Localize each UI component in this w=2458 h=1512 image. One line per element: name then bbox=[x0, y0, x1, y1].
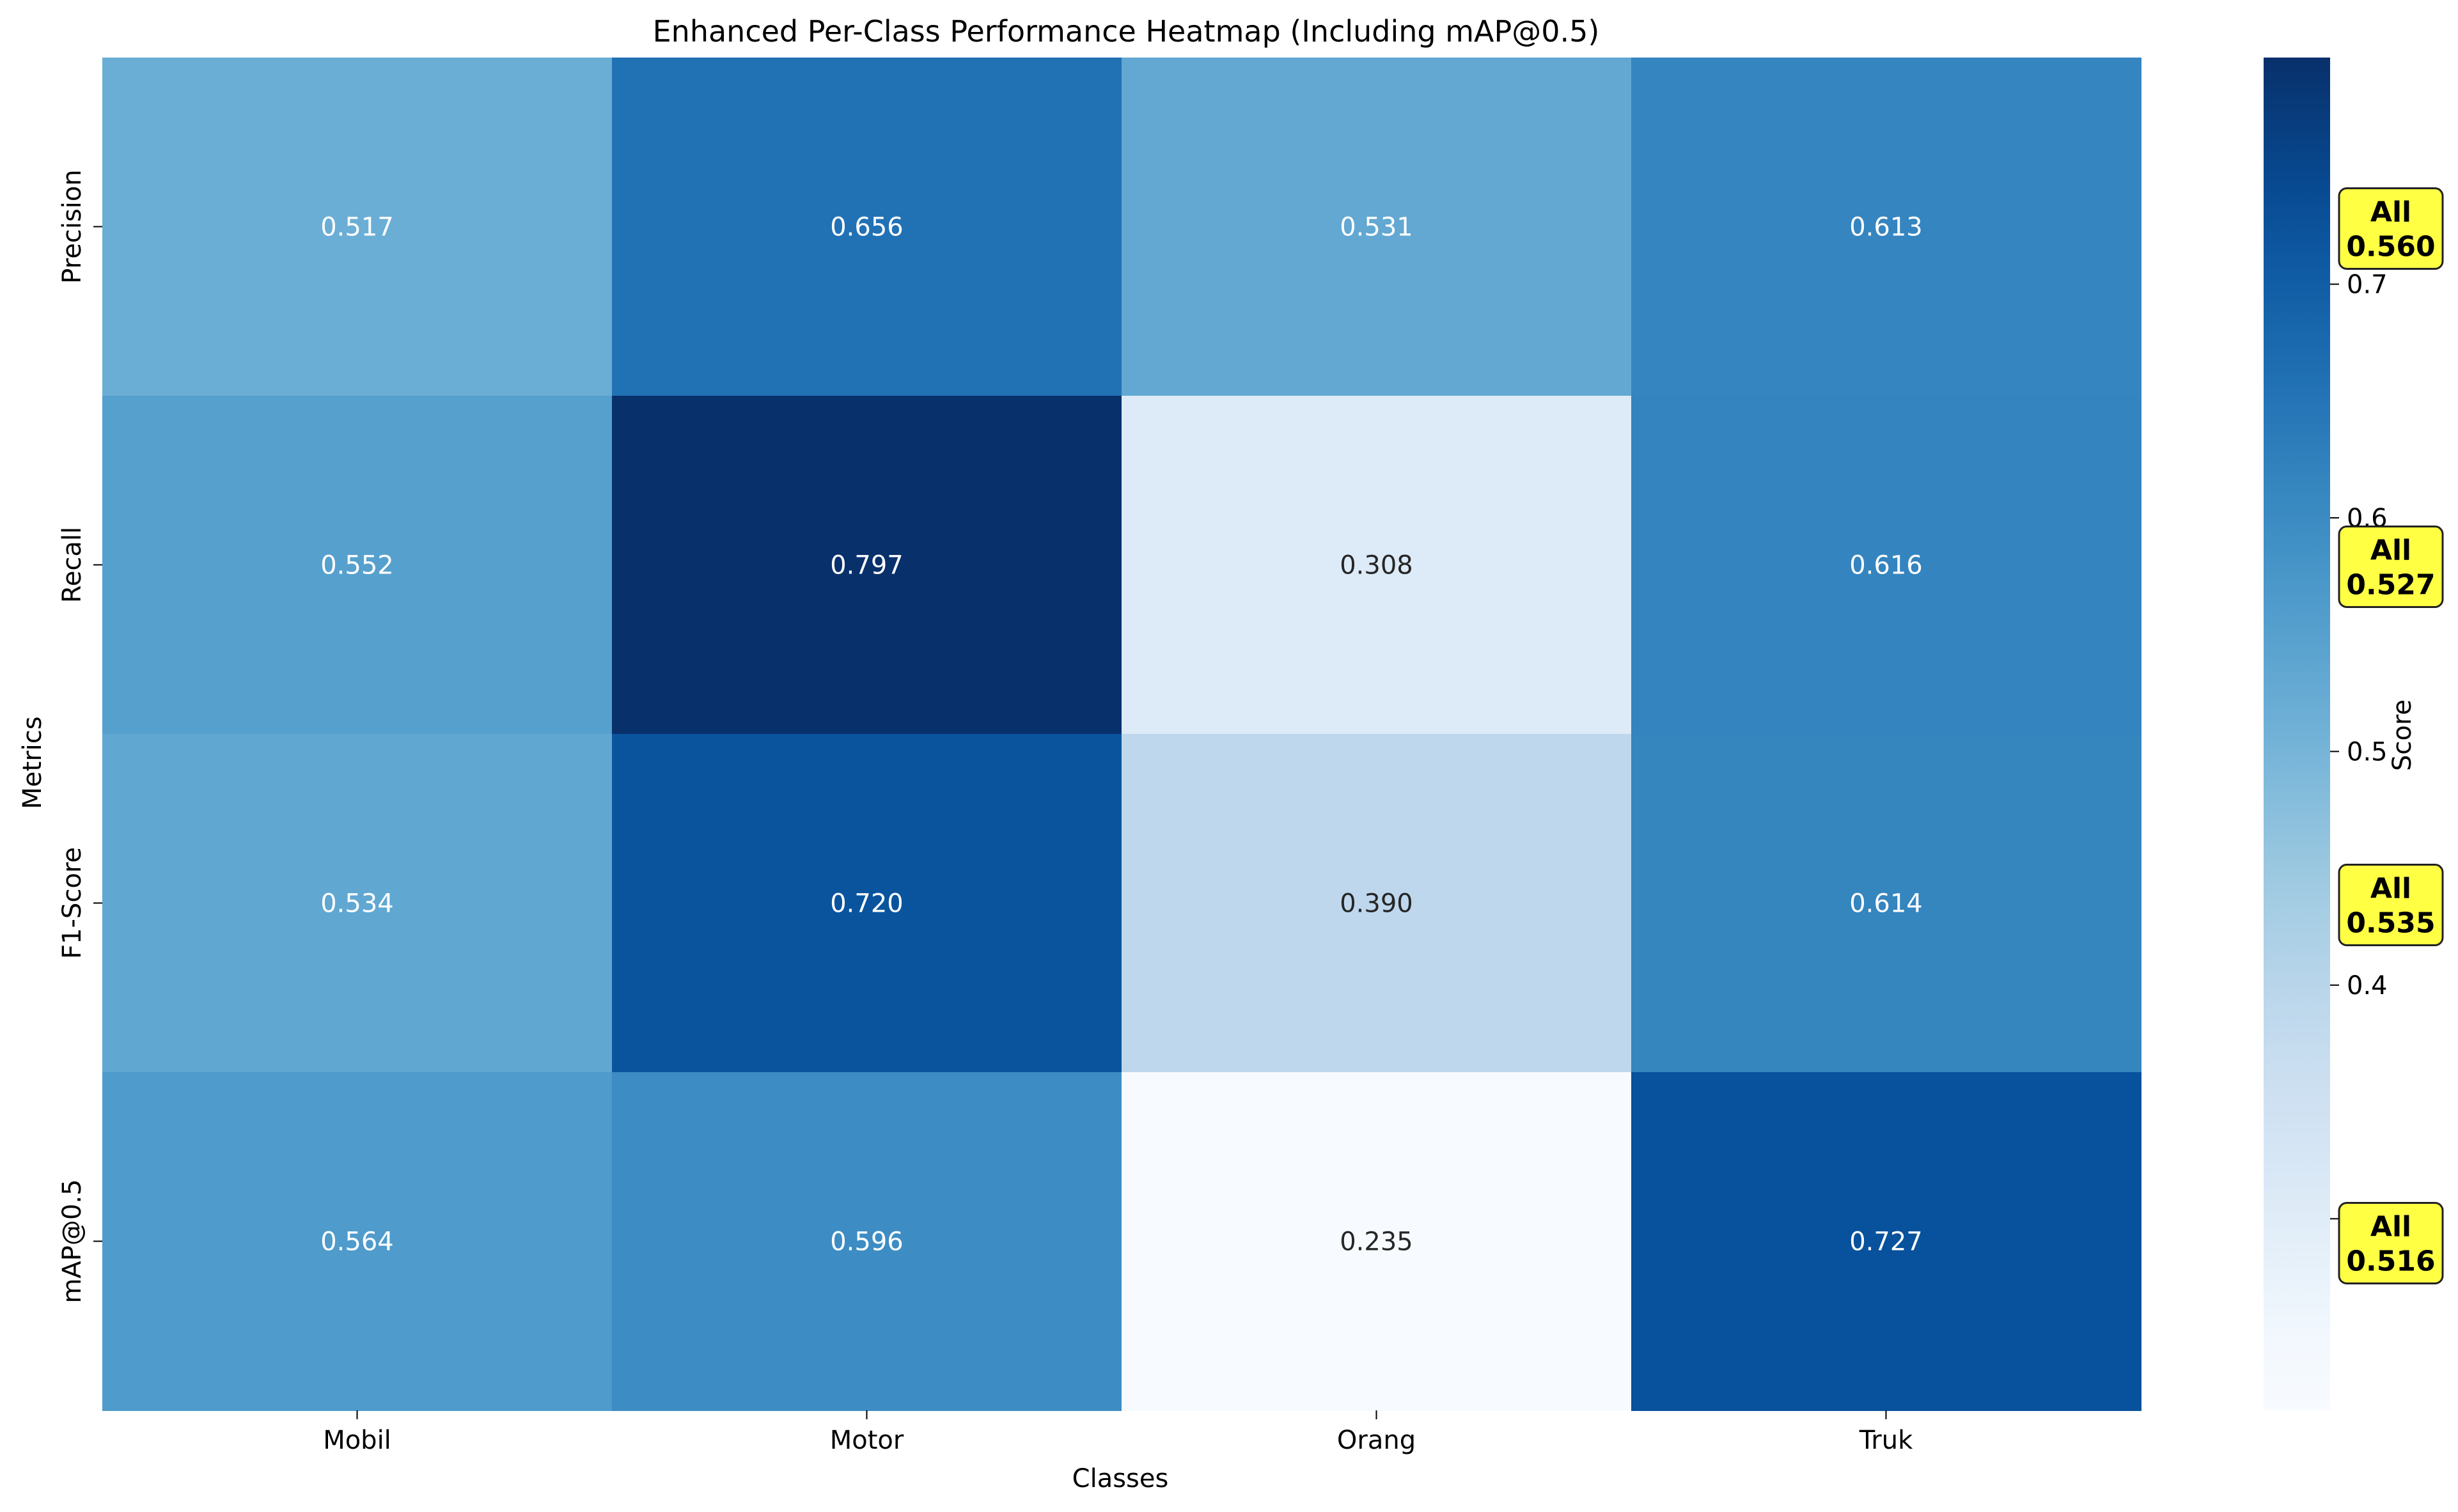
heatmap-cell-recall-orang bbox=[1122, 396, 1632, 735]
cell-value-label: 0.534 bbox=[320, 889, 394, 919]
heatmap-cell-precision-mobil bbox=[102, 58, 613, 396]
cell-value-label: 0.517 bbox=[320, 213, 394, 242]
heatmap-cell-map-0-5-truk bbox=[1631, 1072, 2141, 1411]
y-axis-label: Metrics bbox=[18, 716, 47, 809]
cell-value-label: 0.235 bbox=[1340, 1228, 1413, 1257]
x-tick-label-orang: Orang bbox=[1337, 1426, 1416, 1455]
colorbar-gradient bbox=[2264, 58, 2330, 1410]
annotation-label: All bbox=[2370, 196, 2411, 229]
colorbar-tick-label: 0.7 bbox=[2347, 270, 2388, 299]
heatmap-cell-f1-score-truk bbox=[1631, 734, 2141, 1073]
annotation-box bbox=[2338, 864, 2444, 946]
chart-title: Enhanced Per-Class Performance Heatmap (… bbox=[653, 14, 1600, 49]
cell-value-label: 0.656 bbox=[830, 213, 904, 242]
y-axis: Precision Recall F1-Score mAP@0.5 bbox=[58, 169, 102, 1304]
heatmap-cell-f1-score-orang bbox=[1122, 734, 1632, 1073]
y-tick-label-precision: Precision bbox=[58, 169, 87, 283]
y-tick-label-f1-score: F1-Score bbox=[58, 847, 87, 959]
annotation-value: 0.516 bbox=[2346, 1245, 2435, 1278]
heatmap-cell-precision-orang bbox=[1122, 58, 1632, 396]
y-tick-label-recall: Recall bbox=[58, 527, 87, 603]
cell-value-label: 0.613 bbox=[1849, 213, 1923, 242]
annotation-value: 0.527 bbox=[2346, 569, 2435, 602]
annotation-box bbox=[2338, 1202, 2444, 1284]
heatmap-cell-recall-motor bbox=[612, 396, 1122, 735]
heatmap-cell-recall-mobil bbox=[102, 396, 613, 735]
cell-value-label: 0.564 bbox=[320, 1228, 394, 1257]
cell-value-label: 0.616 bbox=[1849, 551, 1923, 581]
y-tick-label-map-0-5: mAP@0.5 bbox=[58, 1179, 87, 1303]
annotation-value: 0.535 bbox=[2346, 907, 2435, 940]
x-tick-label-truk: Truk bbox=[1859, 1426, 1913, 1455]
heatmap-cell-map-0-5-orang bbox=[1122, 1072, 1632, 1411]
annotation-label: All bbox=[2370, 1211, 2411, 1243]
cell-value-label: 0.552 bbox=[320, 551, 394, 581]
x-axis-label: Classes bbox=[1072, 1464, 1169, 1493]
heatmap-cell-map-0-5-motor bbox=[612, 1072, 1122, 1411]
annotation-box bbox=[2338, 526, 2444, 608]
x-tick-label-motor: Motor bbox=[830, 1426, 904, 1455]
cell-value-label: 0.531 bbox=[1340, 213, 1413, 242]
cell-value-label: 0.596 bbox=[830, 1228, 904, 1257]
cell-value-label: 0.308 bbox=[1340, 551, 1413, 581]
cell-value-label: 0.390 bbox=[1340, 889, 1413, 919]
heatmap-cell-f1-score-motor bbox=[612, 734, 1122, 1073]
heatmap-cells: 0.517 0.656 0.531 0.613 0.552 0.797 0.308 0.616… bbox=[102, 58, 2141, 1411]
cell-value-label: 0.727 bbox=[1849, 1228, 1923, 1257]
colorbar-tick-label: 0.5 bbox=[2347, 737, 2388, 767]
heatmap-cell-f1-score-mobil bbox=[102, 734, 613, 1073]
x-tick-label-mobil: Mobil bbox=[323, 1426, 391, 1455]
cell-value-label: 0.614 bbox=[1849, 889, 1923, 919]
cell-value-label: 0.720 bbox=[830, 889, 904, 919]
annotation-box bbox=[2338, 187, 2444, 270]
heatmap-cell-precision-motor bbox=[612, 58, 1122, 396]
annotation-label: All bbox=[2370, 534, 2411, 567]
x-axis: Mobil Motor Orang Truk bbox=[323, 1410, 1913, 1455]
heatmap-cell-map-0-5-mobil bbox=[102, 1072, 613, 1411]
colorbar: 0.30.40.50.60.7 bbox=[2264, 58, 2388, 1410]
annotation-value: 0.560 bbox=[2346, 231, 2435, 263]
annotation-label: All bbox=[2370, 873, 2411, 905]
cell-value-label: 0.797 bbox=[830, 551, 904, 581]
colorbar-tick-label: 0.4 bbox=[2347, 971, 2388, 1001]
heatmap-cell-recall-truk bbox=[1631, 396, 2141, 735]
heatmap-cell-precision-truk bbox=[1631, 58, 2141, 396]
colorbar-label: Score bbox=[2388, 699, 2417, 771]
